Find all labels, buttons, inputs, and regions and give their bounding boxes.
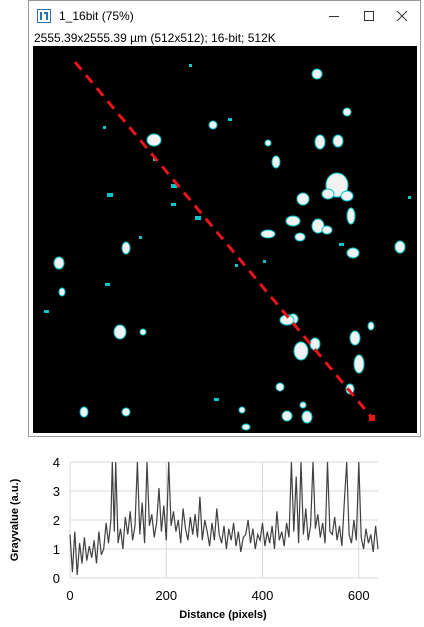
y-axis-title: Grayvalue (a.u.) [9,478,21,561]
imagej-app-icon [37,9,51,23]
particle [309,337,321,351]
profile-line [69,461,379,576]
x-tick-label: 0 [66,588,73,603]
particle [321,188,335,200]
profile-plot: 0 1 2 3 4 0 200 400 600 Distance (pixels) Grayva… [9,455,379,621]
particle [285,215,301,227]
line-selection[interactable] [73,61,375,421]
particle [260,229,276,239]
particle [346,207,356,225]
particle [314,134,326,150]
particle [340,190,354,202]
close-button[interactable] [385,4,419,28]
particle [367,321,375,331]
image-info: 2555.39x2555.39 µm (512x512); 16-bit; 51… [34,31,276,45]
particle [146,133,162,147]
particle [121,241,131,255]
y-tick-label: 4 [53,455,60,470]
particle [238,406,246,414]
particle [311,68,323,80]
particle [332,134,344,148]
particle [53,256,65,270]
particles [53,68,406,431]
particle [241,423,251,431]
x-tick-label: 200 [155,588,177,603]
minimize-button[interactable] [317,4,351,28]
particle [121,407,131,417]
particle [208,120,218,130]
y-tick-label: 2 [53,513,60,528]
image-window[interactable]: 1_16bit (75%) 2555.39x2555.39 µm (512x51… [28,0,421,437]
y-tick-label: 0 [53,571,60,586]
particle [394,240,406,254]
particle [342,107,352,117]
particle [58,287,66,297]
particle [345,383,355,395]
particle [299,401,307,409]
maximize-button[interactable] [352,4,386,28]
particle [79,406,89,418]
particle [349,330,361,346]
close-icon [396,10,408,22]
particle [271,155,281,169]
minimize-icon [329,16,339,17]
particle [353,354,365,374]
plot-series [69,461,379,576]
maximize-icon [364,11,374,21]
particle [264,139,272,147]
y-tick-label: 1 [53,542,60,557]
particle [301,410,313,424]
x-tick-label: 600 [348,588,370,603]
particle [281,410,293,422]
particle [321,225,333,235]
particle [311,218,325,234]
image-canvas[interactable] [33,46,417,433]
y-tick-label: 3 [53,484,60,499]
plot-ticks: 0 1 2 3 4 0 200 400 600 [53,455,370,603]
particle [296,192,310,206]
particle [275,382,285,392]
window-title: 1_16bit (75%) [59,9,134,23]
particle [113,324,127,340]
particle [346,247,360,259]
particle [293,341,309,361]
x-tick-label: 400 [252,588,274,603]
x-axis-title: Distance (pixels) [179,609,267,621]
title-bar[interactable]: 1_16bit (75%) [29,1,420,31]
particle [294,232,306,242]
plot-grid [69,461,378,579]
particle [139,328,147,336]
